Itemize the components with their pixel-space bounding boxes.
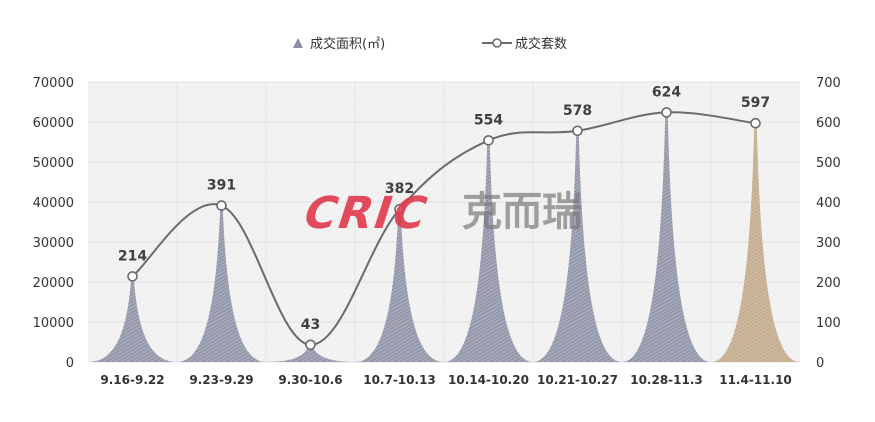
left-axis-tick-label: 20000 <box>33 276 74 291</box>
legend-item-line: 成交套数 <box>482 36 567 52</box>
watermark-logo: CRIC 克而瑞 <box>297 187 582 239</box>
data-label: 382 <box>385 181 414 197</box>
line-marker <box>750 117 761 129</box>
x-axis-tick-label: 10.7-10.13 <box>363 373 436 387</box>
data-label: 597 <box>741 95 770 111</box>
line-series-path <box>131 111 756 346</box>
right-y-axis: 0 100 200 300 400 500 600 700 <box>816 76 841 371</box>
left-axis-tick-label: 40000 <box>33 196 74 211</box>
area-peak <box>711 123 800 362</box>
left-axis-tick-label: 60000 <box>33 116 74 131</box>
line-marker <box>572 125 583 137</box>
data-label: 391 <box>207 178 236 194</box>
line-marker <box>394 203 405 215</box>
area-peak <box>177 205 266 362</box>
legend-item-area: 成交面积(㎡) <box>293 36 385 52</box>
right-axis-tick-label: 700 <box>816 76 841 91</box>
x-axis-tick-label: 10.28-11.3 <box>630 373 703 387</box>
area-peak <box>266 344 355 362</box>
right-axis-tick-label: 100 <box>816 316 841 331</box>
left-y-axis: 0 10000 20000 30000 40000 50000 60000 70000 <box>33 76 74 371</box>
legend-line-label: 成交套数 <box>515 36 567 52</box>
gridlines <box>88 81 800 363</box>
legend: 成交面积(㎡) 成交套数 <box>293 36 567 52</box>
x-axis-tick-label: 11.4-11.10 <box>719 373 792 387</box>
data-label: 214 <box>118 248 147 264</box>
area-peak <box>444 140 533 362</box>
left-axis-tick-label: 30000 <box>33 236 74 251</box>
left-axis-tick-label: 0 <box>66 356 74 371</box>
right-axis-tick-label: 500 <box>816 156 841 171</box>
right-axis-tick-label: 600 <box>816 116 841 131</box>
area-peak <box>88 276 177 362</box>
x-axis-tick-label: 9.30-10.6 <box>278 373 342 387</box>
data-label: 554 <box>474 112 503 128</box>
legend-area-swatch <box>293 38 303 48</box>
line-marker <box>305 339 316 351</box>
line-series <box>131 111 756 346</box>
x-axis-tick-label: 10.14-10.20 <box>448 373 529 387</box>
area-peak <box>622 112 711 363</box>
watermark-latin-logo: CRIC <box>297 187 437 239</box>
x-axis-tick-label: 9.16-9.22 <box>100 373 164 387</box>
line-marker <box>483 135 494 146</box>
svg-text:CRIC: CRIC <box>297 187 437 239</box>
area-peak <box>533 130 622 363</box>
legend-area-label: 成交面积(㎡) <box>310 36 385 52</box>
right-axis-tick-label: 300 <box>816 236 841 251</box>
data-labels: 214 391 43 382 554 578 624 597 <box>118 84 770 332</box>
line-marker <box>127 271 138 282</box>
left-axis-tick-label: 50000 <box>33 156 74 171</box>
data-label: 43 <box>301 317 320 333</box>
right-axis-tick-label: 0 <box>816 356 824 371</box>
data-label: 578 <box>563 103 592 119</box>
line-marker <box>216 200 227 211</box>
x-axis: 9.16-9.22 9.23-9.29 9.30-10.6 10.7-10.13 10.… <box>100 373 791 387</box>
right-axis-tick-label: 200 <box>816 276 841 291</box>
right-axis-tick-label: 400 <box>816 196 841 211</box>
area-peak <box>355 209 444 362</box>
legend-line-marker <box>492 38 502 48</box>
watermark-cjk-logo: 克而瑞 <box>462 189 582 235</box>
x-axis-tick-label: 10.21-10.27 <box>537 373 618 387</box>
data-label: 624 <box>652 84 681 100</box>
line-marker <box>661 107 672 118</box>
line-markers <box>127 107 761 351</box>
x-axis-tick-label: 9.23-9.29 <box>189 373 253 387</box>
left-axis-tick-label: 70000 <box>33 76 74 91</box>
area-series <box>88 112 800 363</box>
left-axis-tick-label: 10000 <box>33 316 74 331</box>
